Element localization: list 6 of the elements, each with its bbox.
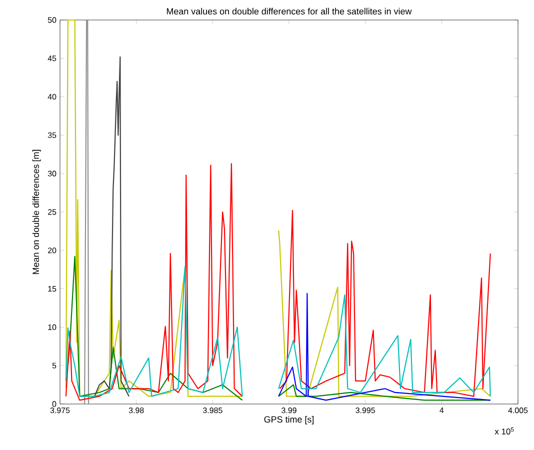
text: x 10$^{5}$ xyxy=(494,428,514,434)
line-series xyxy=(278,292,491,401)
x-axis-title: GPS time [s] xyxy=(264,416,314,424)
chart-title: Mean values on double differences for all the satellites in view xyxy=(166,8,412,15)
y-axis-title: Mean on double differences [m] xyxy=(32,150,41,274)
line-series xyxy=(94,56,130,397)
